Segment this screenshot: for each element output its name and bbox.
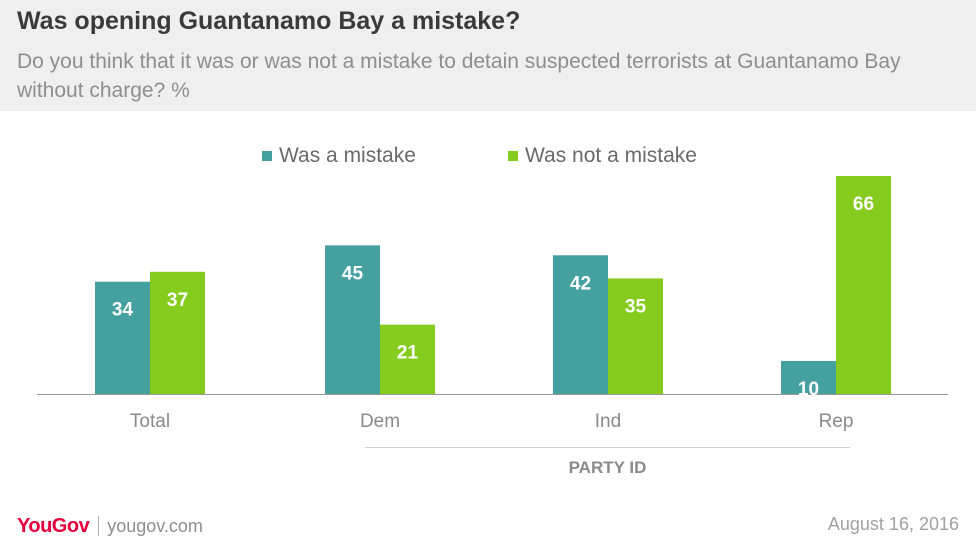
legend-label-was-not-mistake: Was not a mistake bbox=[525, 144, 697, 167]
value-label-ind-series-1: 35 bbox=[625, 296, 647, 317]
footer-divider bbox=[98, 516, 100, 536]
value-label-dem-series-1: 21 bbox=[397, 343, 419, 364]
party-id-label: PARTY ID bbox=[568, 458, 647, 477]
value-label-ind-series-0: 42 bbox=[570, 273, 591, 294]
category-label-ind: Ind bbox=[595, 411, 621, 432]
category-label-dem: Dem bbox=[360, 411, 400, 432]
yougov-logo: YouGov bbox=[17, 514, 90, 537]
bar-rep-series-1 bbox=[836, 176, 891, 394]
category-label-total: Total bbox=[130, 411, 170, 432]
legend-swatch-was-not-mistake bbox=[508, 151, 518, 161]
footer-branding: YouGov yougov.com bbox=[17, 513, 203, 539]
value-label-rep-series-1: 66 bbox=[853, 194, 874, 215]
chart-title: Was opening Guantanamo Bay a mistake? bbox=[17, 7, 521, 35]
legend-item-was-not-mistake: Was not a mistake bbox=[508, 143, 697, 169]
footer-url[interactable]: yougov.com bbox=[107, 515, 203, 536]
chart-subtitle: Do you think that it was or was not a mi… bbox=[17, 50, 901, 102]
value-label-dem-series-0: 45 bbox=[342, 263, 364, 284]
bar-rep-series-0 bbox=[781, 360, 836, 394]
party-id-bracket-line bbox=[365, 447, 850, 448]
value-label-total-series-0: 34 bbox=[112, 300, 134, 321]
footer-date: August 16, 2016 bbox=[827, 514, 959, 534]
category-label-rep: Rep bbox=[819, 411, 854, 432]
legend-label-was-mistake: Was a mistake bbox=[279, 144, 416, 167]
bar-ind-series-0 bbox=[553, 255, 608, 394]
bar-total-series-0 bbox=[95, 281, 150, 394]
header-band: Was opening Guantanamo Bay a mistake? Do… bbox=[0, 0, 976, 111]
legend-item-was-mistake: Was a mistake bbox=[262, 143, 416, 169]
value-label-total-series-1: 37 bbox=[167, 290, 188, 311]
bar-dem-series-1 bbox=[380, 324, 435, 394]
bar-ind-series-1 bbox=[608, 278, 663, 394]
bar-dem-series-0 bbox=[325, 245, 380, 394]
legend-swatch-was-mistake bbox=[262, 151, 272, 161]
value-label-rep-series-0: 10 bbox=[798, 379, 819, 400]
bar-total-series-1 bbox=[150, 271, 205, 394]
